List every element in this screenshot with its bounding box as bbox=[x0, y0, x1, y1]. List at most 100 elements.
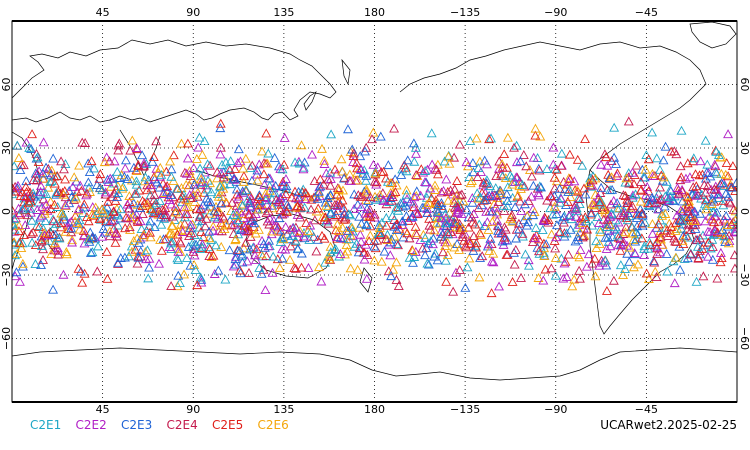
observation-marker bbox=[558, 217, 569, 227]
observation-marker bbox=[471, 133, 482, 143]
observation-marker bbox=[472, 188, 483, 198]
observation-marker bbox=[212, 173, 223, 183]
observation-marker bbox=[158, 178, 169, 188]
observation-marker bbox=[678, 239, 689, 249]
observation-marker bbox=[601, 260, 612, 270]
observation-marker bbox=[724, 196, 734, 206]
observation-marker bbox=[421, 199, 432, 209]
observation-marker bbox=[14, 226, 24, 236]
observation-marker bbox=[675, 264, 686, 274]
observation-marker bbox=[709, 217, 719, 227]
observation-marker bbox=[30, 168, 41, 178]
observation-marker bbox=[56, 156, 67, 166]
observation-marker bbox=[306, 194, 317, 204]
observation-marker bbox=[33, 197, 44, 207]
observation-marker bbox=[277, 164, 288, 174]
observation-marker bbox=[30, 259, 41, 268]
observation-marker bbox=[420, 233, 431, 242]
observation-marker bbox=[499, 232, 510, 242]
observation-marker bbox=[556, 194, 567, 203]
observation-marker bbox=[348, 151, 359, 161]
observation-marker bbox=[185, 193, 196, 203]
eurasia-coast bbox=[12, 39, 337, 123]
observation-marker bbox=[520, 199, 530, 209]
observation-marker bbox=[216, 220, 227, 230]
observation-marker bbox=[195, 272, 206, 282]
observation-marker bbox=[15, 165, 26, 175]
observation-marker bbox=[444, 158, 455, 168]
observation-marker bbox=[40, 216, 51, 226]
observation-marker bbox=[238, 243, 249, 253]
observation-marker bbox=[128, 198, 139, 208]
observation-marker bbox=[374, 228, 385, 237]
observation-marker bbox=[449, 184, 460, 194]
observation-marker bbox=[505, 214, 516, 224]
observation-marker bbox=[484, 190, 495, 200]
observation-marker bbox=[715, 179, 726, 189]
observation-marker bbox=[248, 211, 259, 221]
observation-marker bbox=[143, 273, 154, 283]
observation-marker bbox=[166, 244, 177, 253]
observation-marker bbox=[565, 191, 576, 201]
observation-marker bbox=[449, 152, 460, 162]
observation-marker bbox=[345, 263, 356, 273]
observation-marker bbox=[693, 253, 704, 263]
observation-marker bbox=[670, 217, 681, 227]
observation-marker bbox=[360, 208, 371, 218]
observation-marker bbox=[127, 135, 138, 145]
observation-marker bbox=[665, 191, 676, 201]
observation-marker bbox=[21, 137, 32, 147]
observation-marker bbox=[530, 130, 541, 140]
observation-marker bbox=[422, 207, 433, 217]
observation-marker bbox=[592, 212, 603, 222]
observation-marker bbox=[221, 198, 232, 208]
observation-marker bbox=[34, 221, 45, 231]
observation-marker bbox=[436, 212, 447, 222]
observation-marker bbox=[35, 186, 46, 196]
observation-marker bbox=[711, 146, 722, 156]
observation-marker bbox=[290, 235, 301, 245]
kamchatka-coast bbox=[341, 58, 351, 86]
observation-marker bbox=[325, 190, 336, 200]
observation-marker bbox=[165, 228, 176, 238]
observation-marker bbox=[104, 226, 115, 236]
observation-marker bbox=[594, 238, 605, 248]
observation-marker bbox=[608, 275, 619, 285]
observation-marker bbox=[287, 231, 298, 240]
observation-marker bbox=[416, 164, 427, 174]
observation-marker bbox=[294, 158, 305, 168]
observation-marker bbox=[702, 159, 713, 169]
observation-marker bbox=[181, 202, 192, 212]
observation-marker bbox=[675, 205, 686, 215]
observation-marker bbox=[139, 160, 150, 170]
observation-marker bbox=[534, 181, 545, 191]
observation-marker bbox=[621, 222, 632, 232]
observation-marker bbox=[198, 200, 208, 210]
observation-marker bbox=[391, 225, 402, 235]
observation-marker bbox=[430, 248, 441, 258]
observation-marker bbox=[45, 176, 56, 186]
observation-marker bbox=[154, 206, 164, 216]
observation-marker bbox=[475, 192, 486, 202]
observation-marker bbox=[478, 180, 489, 190]
observation-marker bbox=[380, 173, 391, 183]
observation-marker bbox=[17, 261, 28, 271]
observation-marker bbox=[88, 210, 99, 220]
observation-marker bbox=[324, 252, 335, 262]
observation-marker bbox=[351, 158, 362, 168]
observation-marker bbox=[180, 208, 191, 218]
australia-coast bbox=[245, 213, 337, 279]
observation-marker bbox=[624, 242, 635, 252]
observation-marker bbox=[597, 257, 608, 267]
observation-marker bbox=[618, 229, 629, 238]
observation-marker bbox=[599, 205, 610, 215]
observation-marker bbox=[546, 229, 557, 239]
observation-marker bbox=[115, 213, 126, 223]
observation-marker bbox=[630, 236, 641, 246]
observation-marker bbox=[713, 189, 724, 199]
observation-marker bbox=[13, 152, 24, 162]
observation-marker bbox=[180, 212, 191, 222]
observation-marker bbox=[96, 204, 107, 214]
observation-marker bbox=[115, 204, 126, 214]
observation-marker bbox=[692, 241, 703, 251]
